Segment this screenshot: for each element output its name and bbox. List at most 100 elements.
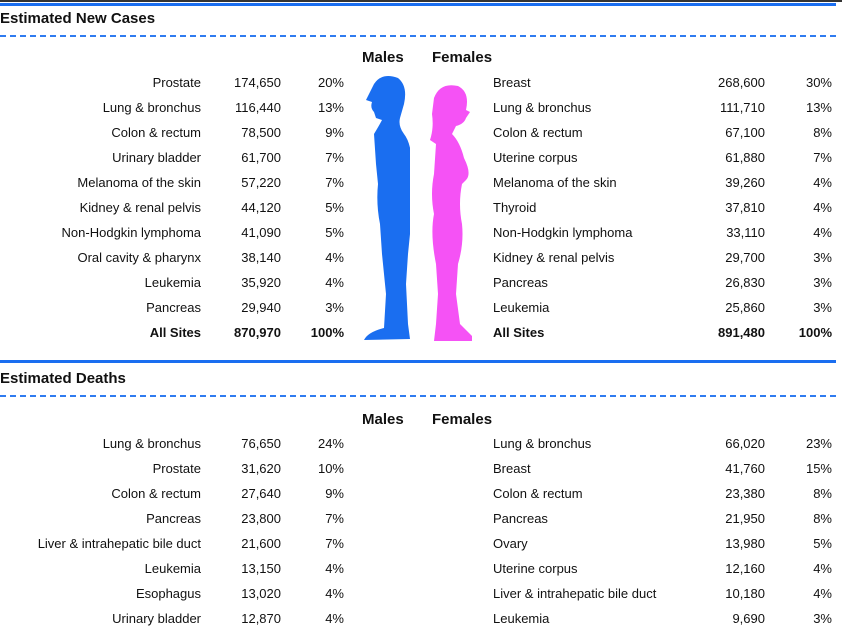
- female-site-label: Colon & rectum: [493, 125, 583, 140]
- male-percent: 4%: [325, 561, 344, 576]
- male-site-label: Oral cavity & pharynx: [77, 250, 201, 265]
- female-site-label: Pancreas: [493, 511, 548, 526]
- male-count: 13,150: [241, 561, 281, 576]
- male-site-label: Pancreas: [146, 511, 201, 526]
- female-site-label: Ovary: [493, 536, 528, 551]
- female-site-label: All Sites: [493, 325, 545, 340]
- male-count: 57,220: [241, 175, 281, 190]
- female-site-label: Lung & bronchus: [493, 436, 592, 451]
- female-percent: 3%: [813, 300, 832, 315]
- male-percent: 7%: [325, 150, 344, 165]
- male-site-label: All Sites: [149, 325, 201, 340]
- male-site-label: Esophagus: [135, 586, 201, 601]
- male-percent: 7%: [325, 511, 344, 526]
- female-percent: 15%: [805, 461, 832, 476]
- female-site-label: Breast: [493, 461, 531, 476]
- male-percent: 4%: [325, 250, 344, 265]
- female-percent: 30%: [805, 75, 832, 90]
- section-rule: [0, 360, 836, 363]
- female-percent: 4%: [813, 200, 832, 215]
- female-percent: 4%: [813, 561, 832, 576]
- female-percent: 3%: [813, 250, 832, 265]
- top-border: [0, 0, 842, 2]
- female-count: 12,160: [725, 561, 765, 576]
- male-percent: 10%: [317, 461, 344, 476]
- male-percent: 5%: [325, 225, 344, 240]
- male-count: 35,920: [241, 275, 281, 290]
- male-count: 29,940: [241, 300, 281, 315]
- female-percent: 5%: [813, 536, 832, 551]
- female-percent: 13%: [805, 100, 832, 115]
- female-site-label: Leukemia: [493, 611, 550, 626]
- female-site-label: Liver & intrahepatic bile duct: [493, 586, 657, 601]
- male-site-label: Lung & bronchus: [102, 436, 201, 451]
- male-percent: 20%: [317, 75, 344, 90]
- male-percent: 5%: [325, 200, 344, 215]
- male-site-label: Lung & bronchus: [102, 100, 201, 115]
- male-site-label: Leukemia: [144, 561, 201, 576]
- male-site-label: Non-Hodgkin lymphoma: [61, 225, 201, 240]
- female-count: 37,810: [725, 200, 765, 215]
- male-count: 174,650: [234, 75, 281, 90]
- male-count: 76,650: [241, 436, 281, 451]
- male-site-label: Urinary bladder: [112, 611, 201, 626]
- males-header: Males: [362, 49, 404, 66]
- male-count: 116,440: [234, 100, 281, 115]
- female-count: 66,020: [725, 436, 765, 451]
- male-count: 27,640: [241, 486, 281, 501]
- male-percent: 9%: [325, 125, 344, 140]
- female-percent: 4%: [813, 586, 832, 601]
- female-count: 13,980: [725, 536, 765, 551]
- female-count: 39,260: [725, 175, 765, 190]
- male-site-label: Prostate: [152, 461, 201, 476]
- male-percent: 7%: [325, 175, 344, 190]
- female-site-label: Pancreas: [493, 275, 548, 290]
- females-header: Females: [432, 49, 493, 66]
- male-count: 21,600: [241, 536, 281, 551]
- female-count: 29,700: [725, 250, 765, 265]
- female-site-label: Thyroid: [493, 200, 537, 215]
- section-title-deaths: Estimated Deaths: [0, 370, 126, 387]
- female-count: 111,710: [719, 100, 765, 115]
- female-percent: 4%: [813, 225, 832, 240]
- dashed-divider: [0, 35, 836, 37]
- male-site-label: Melanoma of the skin: [77, 175, 201, 190]
- male-count: 78,500: [241, 125, 281, 140]
- male-site-label: Colon & rectum: [111, 486, 201, 501]
- male-site-label: Prostate: [152, 75, 201, 90]
- male-count: 61,700: [241, 150, 281, 165]
- males-header: Males: [362, 411, 404, 428]
- female-site-label: Uterine corpus: [493, 150, 578, 165]
- female-site-label: Colon & rectum: [493, 486, 583, 501]
- female-count: 10,180: [725, 586, 765, 601]
- female-percent: 23%: [805, 436, 832, 451]
- male-count: 41,090: [241, 225, 281, 240]
- female-percent: 100%: [798, 325, 832, 340]
- male-percent: 4%: [325, 611, 344, 626]
- male-site-label: Urinary bladder: [112, 150, 201, 165]
- male-count: 870,970: [234, 325, 281, 340]
- female-site-label: Lung & bronchus: [493, 100, 592, 115]
- female-count: 33,110: [726, 225, 765, 240]
- male-count: 31,620: [241, 461, 281, 476]
- female-percent: 7%: [813, 150, 832, 165]
- female-site-label: Kidney & renal pelvis: [493, 250, 615, 265]
- male-count: 12,870: [241, 611, 281, 626]
- female-count: 41,760: [725, 461, 765, 476]
- section-title-new-cases: Estimated New Cases: [0, 10, 156, 27]
- male-site-label: Liver & intrahepatic bile duct: [37, 536, 201, 551]
- male-count: 44,120: [241, 200, 281, 215]
- male-count: 23,800: [241, 511, 281, 526]
- female-site-label: Uterine corpus: [493, 561, 578, 576]
- female-site-label: Leukemia: [493, 300, 550, 315]
- male-percent: 4%: [325, 275, 344, 290]
- female-percent: 8%: [813, 486, 832, 501]
- male-count: 38,140: [241, 250, 281, 265]
- male-percent: 9%: [325, 486, 344, 501]
- male-percent: 100%: [310, 325, 344, 340]
- section-rule: [0, 3, 836, 6]
- male-site-label: Pancreas: [146, 300, 201, 315]
- female-percent: 3%: [813, 611, 832, 626]
- male-silhouette-icon: [364, 76, 410, 340]
- female-count: 9,690: [732, 611, 765, 626]
